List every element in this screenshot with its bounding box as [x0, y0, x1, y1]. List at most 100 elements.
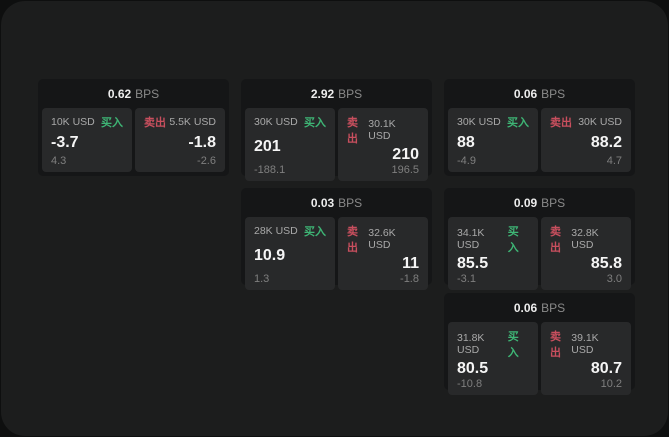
sell-tile-header: 卖出 32.6K USD: [347, 223, 419, 255]
bps-header: 0.62 BPS: [38, 79, 229, 108]
buy-tile[interactable]: 10K USD 买入 -3.7 4.3: [42, 108, 132, 172]
quote-body: 31.8K USD 买入 80.5 -10.8 卖出 39.1K USD 80.…: [444, 322, 635, 399]
sell-tile[interactable]: 卖出 32.6K USD 11 -1.8: [338, 217, 428, 290]
buy-amount: 30K USD: [457, 116, 501, 128]
buy-side-label: 买入: [507, 117, 529, 129]
sell-tile-header: 卖出 39.1K USD: [550, 328, 622, 360]
sell-amount: 30.1K USD: [368, 118, 396, 142]
sell-side-label: 卖出: [347, 117, 358, 145]
quote-body: 30K USD 买入 88 -4.9 卖出 30K USD 88.2 4.7: [444, 108, 635, 176]
quote-card: 0.06 BPS 31.8K USD 买入 80.5 -10.8 卖出 39.1…: [444, 293, 635, 395]
sell-amount: 32.8K USD: [571, 227, 599, 251]
buy-tile[interactable]: 30K USD 买入 201 -188.1: [245, 108, 335, 181]
bps-header: 2.92 BPS: [241, 79, 432, 108]
buy-price: 10.9: [254, 247, 286, 264]
sell-side-label: 卖出: [550, 117, 572, 129]
buy-side-label: 买入: [507, 331, 519, 359]
sell-tile[interactable]: 卖出 32.8K USD 85.8 3.0: [541, 217, 631, 290]
sell-sub-value: -2.6: [197, 155, 216, 167]
sell-tile[interactable]: 卖出 5.5K USD -1.8 -2.6: [135, 108, 225, 172]
buy-tile-header: 10K USD 买入: [51, 114, 123, 130]
buy-tile[interactable]: 31.8K USD 买入 80.5 -10.8: [448, 322, 538, 395]
bps-header: 0.03 BPS: [241, 188, 432, 217]
buy-tile-header: 30K USD 买入: [457, 114, 529, 130]
buy-sub-value: -3.1: [457, 272, 476, 285]
quote-card: 0.03 BPS 28K USD 买入 10.9 1.3 卖出 32.6K US…: [241, 188, 432, 290]
buy-amount: 31.8K USD: [457, 332, 485, 356]
sell-price: 88.2: [590, 133, 622, 151]
bps-unit-label: BPS: [541, 300, 566, 315]
buy-tile-header: 28K USD 买入: [254, 223, 326, 239]
bps-unit-label: BPS: [541, 195, 566, 210]
sell-tile[interactable]: 卖出 30K USD 88.2 4.7: [541, 108, 631, 172]
buy-tile[interactable]: 28K USD 买入 10.9 1.3: [245, 217, 335, 290]
sell-tile[interactable]: 卖出 39.1K USD 80.7 10.2: [541, 322, 631, 395]
sell-sub-value: 196.5: [391, 163, 419, 176]
buy-sub-value: -188.1: [254, 163, 286, 176]
sell-price: -1.8: [188, 133, 216, 151]
sell-price: 210: [392, 146, 419, 163]
sell-price: 11: [402, 255, 419, 272]
buy-tile-header: 30K USD 买入: [254, 114, 326, 130]
sell-amount: 30K USD: [578, 116, 622, 128]
quote-body: 10K USD 买入 -3.7 4.3 卖出 5.5K USD -1.8 -2.…: [38, 108, 229, 176]
buy-tile[interactable]: 34.1K USD 买入 85.5 -3.1: [448, 217, 538, 290]
bps-header: 0.09 BPS: [444, 188, 635, 217]
quote-card: 2.92 BPS 30K USD 买入 201 -188.1 卖出 30.1K …: [241, 79, 432, 181]
bps-value: 0.62: [107, 86, 132, 101]
buy-price: 85.5: [457, 255, 489, 272]
buy-price: 88: [457, 133, 475, 151]
buy-side-label: 买入: [101, 117, 123, 129]
buy-sub-value: -4.9: [457, 155, 476, 167]
quote-body: 30K USD 买入 201 -188.1 卖出 30.1K USD 210 1…: [241, 108, 432, 185]
sell-amount: 39.1K USD: [571, 332, 599, 356]
buy-amount: 30K USD: [254, 116, 298, 128]
buy-price: 201: [254, 138, 281, 155]
buy-side-label: 买入: [507, 226, 519, 254]
bps-value: 0.09: [513, 195, 538, 210]
sell-price: 80.7: [590, 360, 622, 377]
bps-value: 0.03: [310, 195, 335, 210]
sell-side-label: 卖出: [347, 226, 358, 254]
bps-unit-label: BPS: [135, 86, 160, 101]
sell-side-label: 卖出: [550, 331, 561, 359]
sell-sub-value: 3.0: [606, 272, 622, 285]
quote-body: 34.1K USD 买入 85.5 -3.1 卖出 32.8K USD 85.8…: [444, 217, 635, 294]
buy-tile-header: 34.1K USD 买入: [457, 223, 529, 255]
bps-unit-label: BPS: [338, 86, 363, 101]
buy-price: 80.5: [457, 360, 489, 377]
bps-value: 2.92: [310, 86, 335, 101]
bps-header: 0.06 BPS: [444, 293, 635, 322]
sell-side-label: 卖出: [144, 117, 166, 129]
buy-amount: 28K USD: [254, 225, 298, 237]
buy-amount: 10K USD: [51, 116, 95, 128]
sell-side-label: 卖出: [550, 226, 561, 254]
sell-sub-value: 4.7: [606, 155, 622, 167]
bps-value: 0.06: [513, 86, 538, 101]
quote-card: 0.62 BPS 10K USD 买入 -3.7 4.3 卖出 5.5K USD: [38, 79, 229, 176]
sell-sub-value: 10.2: [600, 377, 622, 390]
sell-amount: 32.6K USD: [368, 227, 396, 251]
buy-sub-value: 4.3: [51, 155, 67, 167]
sell-amount: 5.5K USD: [169, 116, 216, 128]
sell-price: 85.8: [590, 255, 622, 272]
sell-tile[interactable]: 卖出 30.1K USD 210 196.5: [338, 108, 428, 181]
quote-body: 28K USD 买入 10.9 1.3 卖出 32.6K USD 11 -1.8: [241, 217, 432, 294]
quote-card: 0.09 BPS 34.1K USD 买入 85.5 -3.1 卖出 32.8K…: [444, 188, 635, 290]
buy-amount: 34.1K USD: [457, 227, 485, 251]
bps-header: 0.06 BPS: [444, 79, 635, 108]
bps-unit-label: BPS: [338, 195, 363, 210]
sell-tile-header: 卖出 30.1K USD: [347, 114, 419, 146]
buy-side-label: 买入: [304, 117, 326, 129]
buy-sub-value: -10.8: [457, 377, 483, 390]
buy-tile-header: 31.8K USD 买入: [457, 328, 529, 360]
bps-unit-label: BPS: [541, 86, 566, 101]
bps-value: 0.06: [513, 300, 538, 315]
sell-tile-header: 卖出 32.8K USD: [550, 223, 622, 255]
quote-card: 0.06 BPS 30K USD 买入 88 -4.9 卖出 30K USD: [444, 79, 635, 176]
buy-tile[interactable]: 30K USD 买入 88 -4.9: [448, 108, 538, 172]
buy-price: -3.7: [51, 133, 79, 151]
sell-sub-value: -1.8: [400, 272, 419, 285]
